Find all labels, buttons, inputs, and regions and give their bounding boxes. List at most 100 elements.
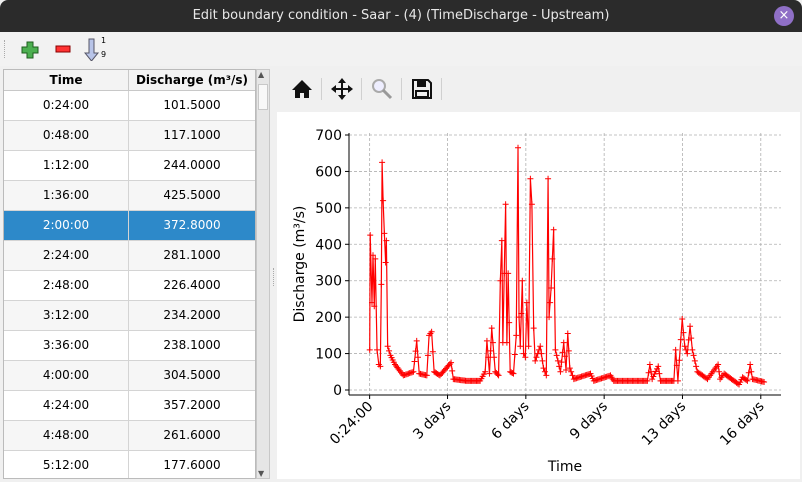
- scroll-up-icon[interactable]: ▲: [258, 70, 265, 79]
- cell-discharge[interactable]: 234.2000: [163, 308, 221, 322]
- title-bar: Edit boundary condition - Saar - (4) (Ti…: [0, 0, 802, 32]
- table-row[interactable]: 2:00:00 372.8000: [4, 211, 255, 241]
- series-markers: [366, 144, 768, 388]
- table-row[interactable]: 4:48:00 261.6000: [4, 421, 255, 451]
- table-scrollbar[interactable]: ▲ ▼: [256, 69, 270, 479]
- data-point-marker: [505, 270, 512, 277]
- data-point-marker: [446, 361, 453, 368]
- separator: [441, 78, 442, 100]
- cell-time[interactable]: 2:48:00: [4, 271, 129, 300]
- data-point-marker: [558, 359, 565, 366]
- data-point-marker: [652, 368, 659, 375]
- cell-time[interactable]: 4:48:00: [4, 421, 129, 450]
- data-point-marker: [522, 354, 529, 361]
- table-row[interactable]: 0:48:00 117.1000: [4, 121, 255, 151]
- data-point-marker: [494, 371, 501, 378]
- data-point-marker: [677, 336, 684, 343]
- data-point-marker: [491, 354, 498, 361]
- cell-time[interactable]: 5:12:00: [4, 451, 129, 478]
- data-point-marker: [488, 325, 495, 332]
- cell-discharge[interactable]: 357.2000: [163, 398, 221, 412]
- toolbar-grip[interactable]: [4, 40, 7, 58]
- table-row[interactable]: 3:36:00 238.1000: [4, 331, 255, 361]
- data-point-marker: [569, 372, 576, 379]
- scroll-down-icon[interactable]: ▼: [258, 469, 265, 478]
- data-point-marker: [680, 329, 687, 336]
- data-point-marker: [413, 337, 420, 344]
- cell-time[interactable]: 1:36:00: [4, 181, 129, 210]
- splitter-handle[interactable]: [273, 268, 275, 286]
- data-point-marker: [539, 357, 546, 364]
- data-point-marker: [520, 350, 527, 357]
- add-row-button[interactable]: [18, 37, 42, 61]
- cell-time[interactable]: 0:48:00: [4, 121, 129, 150]
- home-icon: [292, 80, 312, 98]
- data-point-marker: [690, 352, 697, 359]
- data-point-marker: [557, 368, 564, 375]
- data-point-marker: [516, 314, 523, 321]
- scroll-thumb[interactable]: [258, 84, 268, 110]
- data-point-marker: [386, 347, 393, 354]
- data-point-marker: [495, 372, 502, 379]
- cell-discharge[interactable]: 425.5000: [163, 188, 221, 202]
- close-icon[interactable]: ×: [774, 6, 794, 26]
- cell-time[interactable]: 4:24:00: [4, 391, 129, 420]
- data-point-marker: [649, 376, 656, 383]
- remove-row-button[interactable]: [51, 37, 75, 61]
- cell-time[interactable]: 2:24:00: [4, 241, 129, 270]
- data-point-marker: [703, 375, 710, 382]
- data-point-marker: [489, 339, 496, 346]
- home-button[interactable]: [288, 75, 316, 103]
- pan-button[interactable]: [328, 75, 356, 103]
- data-point-marker: [483, 337, 490, 344]
- cell-time[interactable]: 2:00:00: [4, 211, 129, 240]
- plot-canvas[interactable]: 0 100 200 300 400 500 600 700 0:24:00 3 days 6 day…: [277, 112, 800, 479]
- cell-discharge[interactable]: 101.5000: [163, 98, 221, 112]
- cell-time[interactable]: 0:24:00: [4, 91, 129, 120]
- table-row[interactable]: 4:00:00 304.5000: [4, 361, 255, 391]
- data-point-marker: [681, 343, 688, 350]
- cell-discharge[interactable]: 372.8000: [163, 218, 221, 232]
- data-point-marker: [519, 277, 526, 284]
- data-point-marker: [684, 350, 691, 357]
- cell-discharge[interactable]: 261.6000: [163, 428, 221, 442]
- cell-discharge[interactable]: 281.1000: [163, 248, 221, 262]
- table-row[interactable]: 0:24:00 101.5000: [4, 91, 255, 121]
- table-row[interactable]: 2:24:00 281.1000: [4, 241, 255, 271]
- cell-discharge[interactable]: 238.1000: [163, 338, 221, 352]
- save-button[interactable]: [408, 75, 436, 103]
- cell-time[interactable]: 4:00:00: [4, 361, 129, 390]
- data-point-marker: [515, 144, 522, 151]
- data-point-marker: [549, 255, 556, 262]
- sort-button[interactable]: 1 9: [83, 36, 112, 62]
- cell-discharge[interactable]: 304.5000: [163, 368, 221, 382]
- column-header-time[interactable]: Time: [4, 70, 129, 90]
- data-point-marker: [747, 361, 754, 368]
- sort-icon: [83, 38, 100, 62]
- data-point-marker: [672, 346, 679, 353]
- table-row[interactable]: 3:12:00 234.2000: [4, 301, 255, 331]
- cell-time[interactable]: 3:36:00: [4, 331, 129, 360]
- table-row[interactable]: 1:36:00 425.5000: [4, 181, 255, 211]
- data-point-marker: [379, 159, 386, 166]
- data-point-marker: [377, 363, 384, 370]
- cell-discharge[interactable]: 177.6000: [163, 458, 221, 472]
- cell-discharge[interactable]: 117.1000: [163, 128, 221, 142]
- data-point-marker: [538, 350, 545, 357]
- table-row[interactable]: 4:24:00 357.2000: [4, 391, 255, 421]
- x-tick-label: 3 days: [410, 399, 454, 443]
- cell-time[interactable]: 3:12:00: [4, 301, 129, 330]
- cell-discharge[interactable]: 226.4000: [163, 278, 221, 292]
- data-point-marker: [644, 377, 651, 384]
- data-point-marker: [543, 372, 550, 379]
- data-point-marker: [448, 359, 455, 366]
- cell-time[interactable]: 1:12:00: [4, 151, 129, 180]
- table-row[interactable]: 5:12:00 177.6000: [4, 451, 255, 478]
- zoom-button[interactable]: [368, 75, 396, 103]
- table-row[interactable]: 2:48:00 226.4000: [4, 271, 255, 301]
- data-point-marker: [545, 175, 552, 182]
- table-row[interactable]: 1:12:00 244.0000: [4, 151, 255, 181]
- column-header-discharge[interactable]: Discharge (m³/s): [135, 73, 249, 87]
- cell-discharge[interactable]: 244.0000: [163, 158, 221, 172]
- data-point-marker: [556, 363, 563, 370]
